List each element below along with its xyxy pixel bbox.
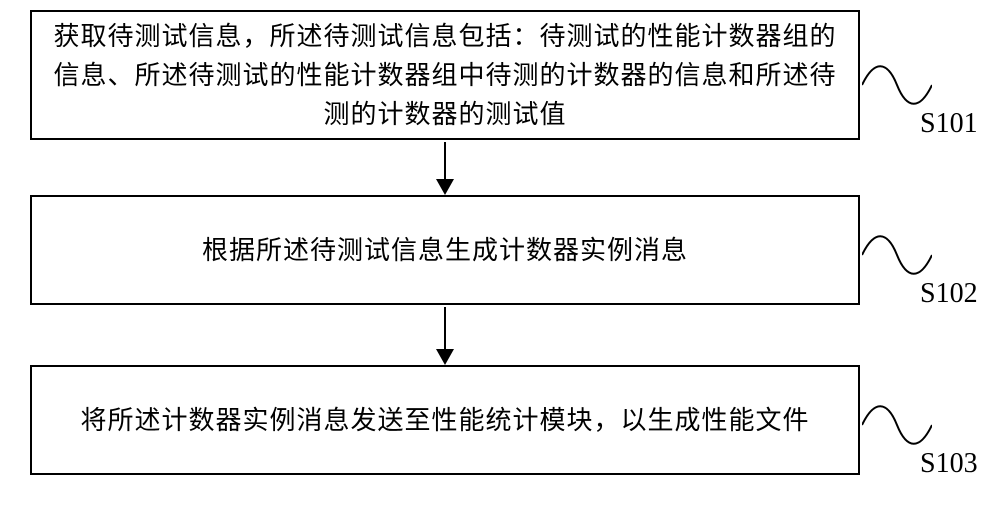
step-label-s102: S102	[920, 278, 978, 310]
step-text-s102: 根据所述待测试信息生成计数器实例消息	[48, 231, 842, 270]
squiggle-icon	[862, 395, 932, 455]
step-box-s103: 将所述计数器实例消息发送至性能统计模块，以生成性能文件	[30, 365, 860, 475]
arrow-line	[444, 142, 446, 179]
arrow-head-icon	[436, 179, 454, 195]
step-box-s101: 获取待测试信息，所述待测试信息包括：待测试的性能计数器组的信息、所述待测试的性能…	[30, 10, 860, 140]
arrow-line	[444, 307, 446, 349]
step-text-s103: 将所述计数器实例消息发送至性能统计模块，以生成性能文件	[48, 401, 842, 440]
squiggle-icon	[862, 225, 932, 285]
step-box-s102: 根据所述待测试信息生成计数器实例消息	[30, 195, 860, 305]
arrow-head-icon	[436, 349, 454, 365]
step-text-s101: 获取待测试信息，所述待测试信息包括：待测试的性能计数器组的信息、所述待测试的性能…	[48, 17, 842, 134]
step-label-s103: S103	[920, 448, 978, 480]
flowchart-canvas: 获取待测试信息，所述待测试信息包括：待测试的性能计数器组的信息、所述待测试的性能…	[0, 0, 1000, 505]
step-label-s101: S101	[920, 108, 978, 140]
squiggle-icon	[862, 55, 932, 115]
